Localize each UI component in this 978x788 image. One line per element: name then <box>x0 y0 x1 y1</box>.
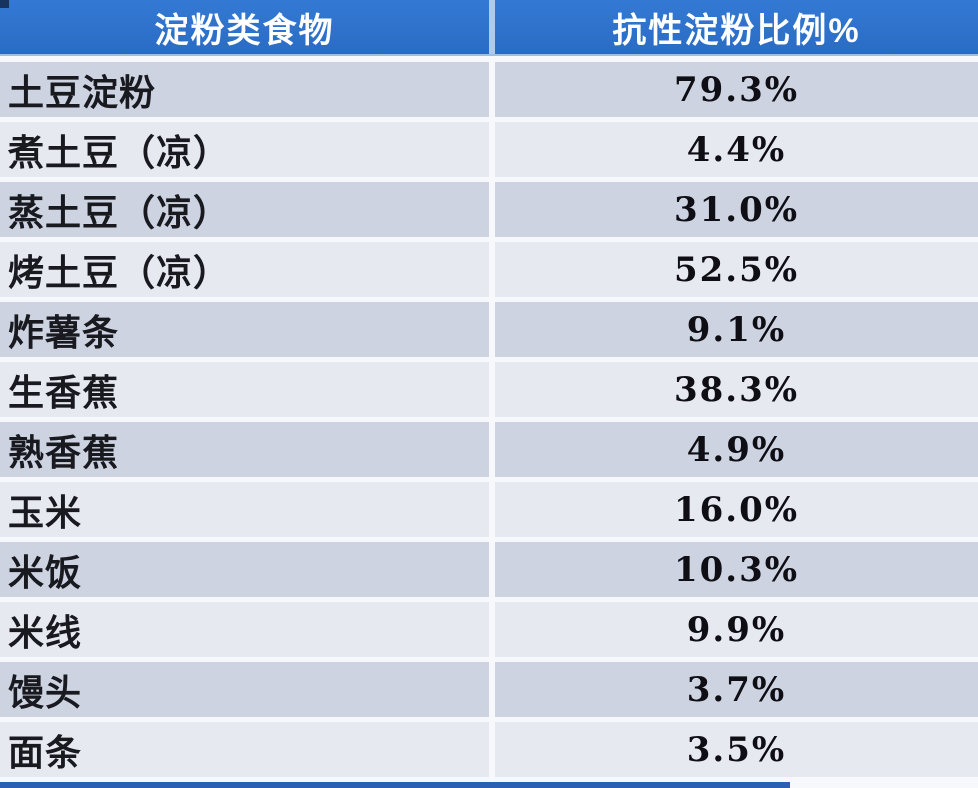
table-header-row: 淀粉类食物 抗性淀粉比例% <box>0 0 978 56</box>
food-cell: 煮土豆（凉） <box>0 122 489 177</box>
header-value-column: 抗性淀粉比例% <box>495 0 978 54</box>
table-row: 土豆淀粉 79.3% <box>0 62 978 117</box>
table-row: 馒头 3.7% <box>0 662 978 717</box>
header-food-column: 淀粉类食物 <box>0 0 489 54</box>
food-cell: 蒸土豆（凉） <box>0 182 489 237</box>
value-cell: 31.0% <box>495 182 978 237</box>
food-cell: 烤土豆（凉） <box>0 242 489 297</box>
bottom-blue-strip <box>0 782 790 788</box>
table-row: 熟香蕉 4.9% <box>0 422 978 477</box>
table-row: 煮土豆（凉） 4.4% <box>0 122 978 177</box>
value-cell: 3.7% <box>495 662 978 717</box>
food-cell: 面条 <box>0 722 489 777</box>
value-cell: 52.5% <box>495 242 978 297</box>
table-row: 生香蕉 38.3% <box>0 362 978 417</box>
food-cell: 炸薯条 <box>0 302 489 357</box>
table-row: 米线 9.9% <box>0 602 978 657</box>
table-row: 面条 3.5% <box>0 722 978 777</box>
value-cell: 9.9% <box>495 602 978 657</box>
table-body: 土豆淀粉 79.3% 煮土豆（凉） 4.4% 蒸土豆（凉） 31.0% 烤土豆（… <box>0 62 978 777</box>
food-cell: 馒头 <box>0 662 489 717</box>
value-cell: 79.3% <box>495 62 978 117</box>
table-row: 玉米 16.0% <box>0 482 978 537</box>
value-cell: 10.3% <box>495 542 978 597</box>
table-row: 烤土豆（凉） 52.5% <box>0 242 978 297</box>
value-cell: 38.3% <box>495 362 978 417</box>
value-cell: 16.0% <box>495 482 978 537</box>
food-cell: 生香蕉 <box>0 362 489 417</box>
value-cell: 9.1% <box>495 302 978 357</box>
value-cell: 3.5% <box>495 722 978 777</box>
food-cell: 米线 <box>0 602 489 657</box>
top-left-artifact <box>0 0 9 8</box>
food-cell: 熟香蕉 <box>0 422 489 477</box>
table-row: 蒸土豆（凉） 31.0% <box>0 182 978 237</box>
value-cell: 4.9% <box>495 422 978 477</box>
table-row: 米饭 10.3% <box>0 542 978 597</box>
food-cell: 土豆淀粉 <box>0 62 489 117</box>
food-cell: 玉米 <box>0 482 489 537</box>
value-cell: 4.4% <box>495 122 978 177</box>
food-cell: 米饭 <box>0 542 489 597</box>
table-row: 炸薯条 9.1% <box>0 302 978 357</box>
